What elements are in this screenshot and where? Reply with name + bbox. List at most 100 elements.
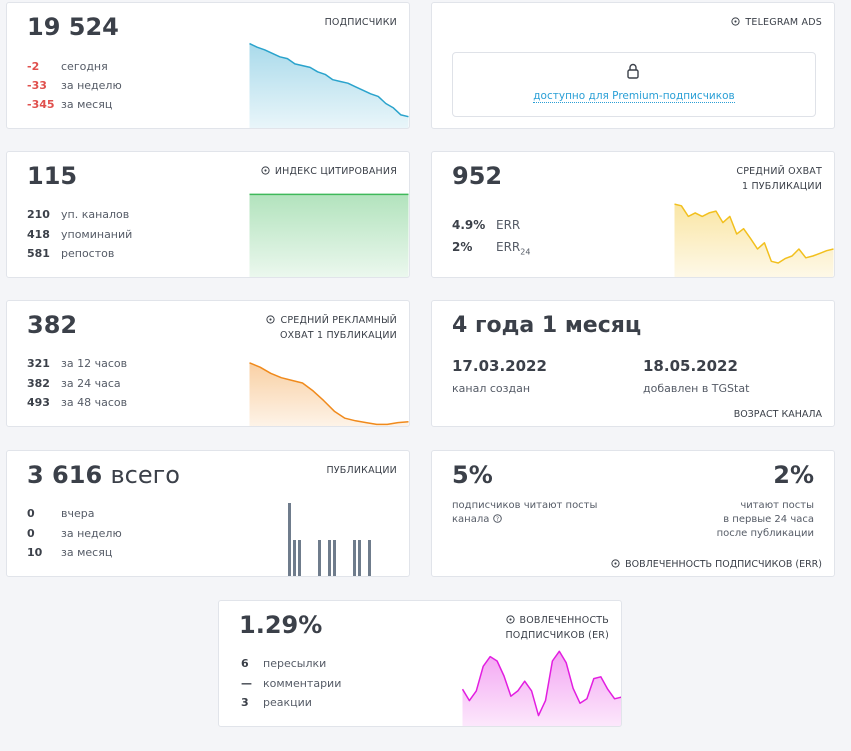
- footer-text: ВОВЛЕЧЕННОСТЬ ПОДПИСЧИКОВ (ERR): [625, 559, 822, 570]
- ads-card: TELEGRAM ADS доступно для Premium-подпис…: [431, 2, 835, 129]
- premium-link[interactable]: доступно для Premium-подписчиков: [453, 90, 815, 103]
- icon: [611, 559, 620, 568]
- svg-text:?: ?: [495, 516, 498, 523]
- value: 5%: [452, 461, 493, 489]
- note: читают посты в первые 24 часа после публик…: [717, 499, 814, 541]
- title: ВОВЛЕЧЕННОСТЬ ПОДПИСЧИКОВ (ER): [505, 613, 609, 643]
- lock-icon: [627, 63, 639, 79]
- area: [249, 43, 409, 128]
- value: 2%: [773, 461, 814, 489]
- date: 18.05.2022: [643, 357, 738, 375]
- value-number: 3 616: [27, 461, 103, 489]
- stat: 10 за месяц: [27, 546, 112, 559]
- bar: [333, 540, 336, 576]
- reach-card[interactable]: 952 СРЕДНИЙ ОХВАТ 1 ПУБЛИКАЦИИ 4.9% ERR 2%…: [431, 151, 835, 278]
- stat-value: 3: [241, 696, 249, 709]
- title-line: ОХВАТ 1 ПУБЛИКАЦИИ: [279, 330, 397, 341]
- stat: 581 репостов: [27, 247, 114, 260]
- age-card: 4 года 1 месяц 17.03.2022 канал создан 1…: [431, 300, 835, 427]
- title-line: 1 ПУБЛИКАЦИИ: [742, 181, 822, 192]
- stat-label: сегодня: [61, 60, 108, 73]
- stat: 6 пересылки: [239, 657, 326, 670]
- line: [249, 362, 409, 426]
- bar: [353, 540, 356, 576]
- date-label: канал создан: [452, 382, 531, 395]
- subscribers-card[interactable]: 19 524 ПОДПИСЧИКИ -2 сегодня -33 за неделю…: [6, 2, 410, 129]
- stat: -345 за месяц: [27, 98, 112, 111]
- note-line: в первые 24 часа: [723, 514, 814, 525]
- bar: [288, 503, 291, 576]
- icon: [266, 315, 275, 324]
- title: ПОДПИСЧИКИ: [325, 15, 397, 30]
- bar: [293, 540, 296, 576]
- value: 19 524: [27, 13, 119, 41]
- title-line: СРЕДНИЙ РЕКЛАМНЫЙ: [280, 315, 397, 326]
- title-line: СРЕДНИЙ ОХВАТ: [736, 166, 822, 177]
- title: TELEGRAM ADS: [731, 15, 822, 30]
- help-icon[interactable]: ?: [492, 514, 502, 523]
- footer: ВОЗРАСТ КАНАЛА: [733, 409, 822, 420]
- title-line: ПОДПИСЧИКОВ (ER): [505, 630, 609, 641]
- stat-value: -345: [27, 98, 55, 111]
- bar: [358, 540, 361, 576]
- sparkline: [249, 362, 409, 426]
- bar: [368, 540, 371, 576]
- link-text[interactable]: доступно для Premium-подписчиков: [533, 90, 735, 103]
- title-line: ВОВЛЕЧЕННОСТЬ: [519, 615, 609, 626]
- stat: 382 за 24 часа: [27, 377, 121, 390]
- stat-value: 382: [27, 377, 50, 390]
- value: 952: [452, 162, 503, 190]
- bar: [328, 540, 331, 576]
- stat-value: -2: [27, 60, 40, 73]
- stat-value: 418: [27, 228, 50, 241]
- title: ИНДЕКС ЦИТИРОВАНИЯ: [261, 164, 397, 179]
- stat-value: 581: [27, 247, 50, 260]
- sparkline: [674, 203, 834, 277]
- stat-value: -33: [27, 79, 47, 92]
- stat-value: 10: [27, 546, 43, 559]
- stat-sub: 24: [520, 247, 531, 257]
- stat: 0 вчера: [27, 507, 94, 520]
- stat-label: комментарии: [263, 677, 342, 690]
- stat: 493 за 48 часов: [27, 396, 127, 409]
- stat-label: за месяц: [61, 546, 113, 559]
- locked-box: доступно для Premium-подписчиков: [452, 52, 816, 117]
- stat: — комментарии: [239, 677, 341, 690]
- stat-value: 6: [241, 657, 249, 670]
- date: 17.03.2022: [452, 357, 547, 375]
- stat-value: 0: [27, 507, 35, 520]
- area: [462, 651, 621, 726]
- stat: -33 за неделю: [27, 79, 122, 92]
- stat-label: вчера: [61, 507, 95, 520]
- stat: 0 за неделю: [27, 527, 122, 540]
- line: [462, 650, 621, 717]
- icon: [731, 17, 740, 26]
- stat-value: 493: [27, 396, 50, 409]
- citation-card[interactable]: 115 ИНДЕКС ЦИТИРОВАНИЯ 210 уп. каналов 41…: [6, 151, 410, 278]
- date-label: добавлен в TGStat: [643, 382, 750, 395]
- bar: [298, 540, 301, 576]
- ad-reach-card[interactable]: 382 СРЕДНИЙ РЕКЛАМНЫЙ ОХВАТ 1 ПУБЛИКАЦИИ …: [6, 300, 410, 427]
- posts-card[interactable]: 3 616 всего ПУБЛИКАЦИИ 0 вчера 0 за неделю…: [6, 450, 410, 577]
- sparkline: [249, 193, 409, 277]
- stat-label: упоминаний: [61, 228, 133, 241]
- stat-value: 321: [27, 357, 50, 370]
- line: [674, 203, 834, 264]
- note-line: канала: [452, 514, 490, 525]
- title-line: ПОДПИСЧИКИ: [324, 17, 397, 28]
- stat-value: 0: [27, 527, 35, 540]
- stat: 4.9% ERR: [452, 218, 520, 232]
- title: ПУБЛИКАЦИИ: [326, 463, 397, 478]
- value: 3 616 всего: [27, 461, 180, 489]
- er-card[interactable]: 1.29% ВОВЛЕЧЕННОСТЬ ПОДПИСЧИКОВ (ER) 6 пер…: [218, 600, 622, 727]
- title-line: ПУБЛИКАЦИИ: [326, 465, 397, 476]
- stat: 418 упоминаний: [27, 228, 132, 241]
- note: подписчиков читают посты канала ?: [452, 499, 597, 527]
- stat-label: пересылки: [263, 657, 327, 670]
- value: 1.29%: [239, 611, 323, 639]
- area: [249, 362, 409, 426]
- err-card: 5% 2% подписчиков читают посты канала ? ч…: [431, 450, 835, 577]
- stat-value: 4.9%: [452, 218, 486, 232]
- stat-label: за месяц: [61, 98, 113, 111]
